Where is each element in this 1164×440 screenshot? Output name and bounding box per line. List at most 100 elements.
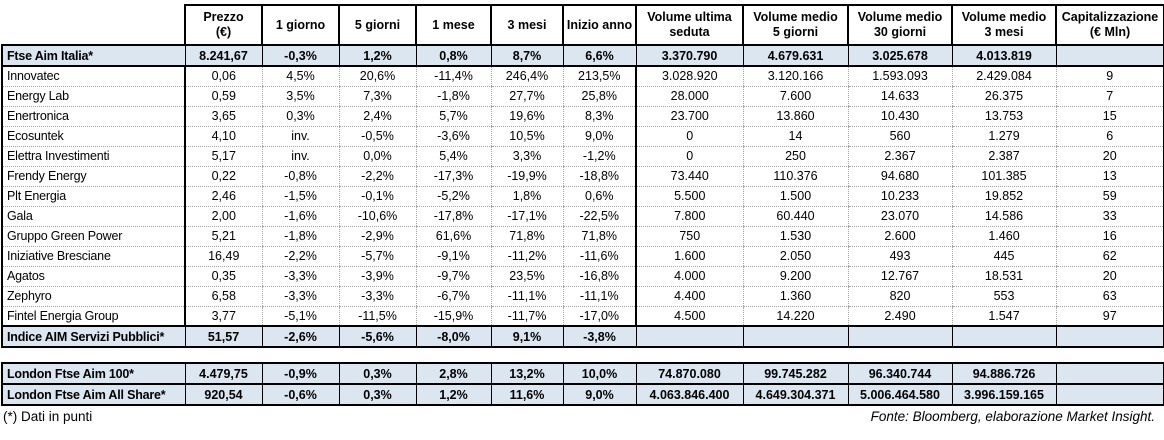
cell-5-giorni: -10,6% <box>338 205 416 227</box>
cell-5-giorni: 2,4% <box>338 105 416 127</box>
cell-5-giorni: -2,9% <box>338 225 416 247</box>
cell-1-mese: -6,7% <box>415 285 491 307</box>
cell-volume-medio-3-mesi: 1.547 <box>951 305 1056 327</box>
table-row: Elettra Investimenti 5,17 inv. 0,0% 5,4% 3,3%… <box>1 145 1164 167</box>
cell-volume-medio-3-mesi: 2.429.084 <box>951 65 1056 87</box>
table-row: Iniziative Bresciane 16,49 -2,2% -5,7% -9,1%… <box>1 245 1164 267</box>
row-label: Elettra Investimenti <box>1 145 185 167</box>
cell-3-mesi: 3,3% <box>490 145 563 167</box>
cell-prezzo: 920,54 <box>184 383 263 406</box>
cell-1-giorno: -2,6% <box>261 325 340 348</box>
cell-volume-medio-5-giorni: 4.679.631 <box>742 44 849 67</box>
cell-1-giorno: -1,8% <box>261 225 339 247</box>
table-row: Frendy Energy 0,22 -0,8% -2,2% -17,3% -19,9% -… <box>1 165 1164 187</box>
cell-volume-ultima-seduta: 1.600 <box>635 245 743 267</box>
cell-volume-medio-5-giorni: 1.500 <box>742 185 848 207</box>
table-row: Energy Lab 0,59 3,5% 7,3% -1,8% 27,7% 25,8% 28.… <box>1 85 1164 107</box>
cell-volume-ultima-seduta: 4.063.846.400 <box>635 383 744 406</box>
cell-prezzo: 5,21 <box>184 225 262 247</box>
cell-volume-ultima-seduta: 3.028.920 <box>635 65 743 87</box>
cell-1-giorno: -0,8% <box>261 165 339 187</box>
cell-5-giorni: -3,3% <box>338 285 416 307</box>
cell-volume-medio-30-giorni: 10.430 <box>847 105 952 127</box>
cell-prezzo: 0,59 <box>184 85 262 107</box>
gap-cell <box>185 347 262 363</box>
column-header-volume-medio-30-giorni: Volume medio 30 giorni <box>847 4 953 46</box>
cell-1-mese: 2,8% <box>415 362 492 385</box>
cell-inizio-anno: 0,6% <box>562 185 636 207</box>
cell-volume-medio-3-mesi <box>951 325 1057 348</box>
cell-1-giorno: -5,1% <box>261 305 339 327</box>
cell-1-mese: 0,8% <box>415 44 492 67</box>
row-label: Innovatec <box>1 65 185 87</box>
column-header-volume-medio-5-giorni: Volume medio 5 giorni <box>742 4 849 46</box>
cell-volume-ultima-seduta: 4.400 <box>635 285 743 307</box>
cell-capitalizzazione: 63 <box>1055 285 1164 307</box>
cell-1-mese: -17,8% <box>415 205 491 227</box>
cell-volume-medio-3-mesi: 1.279 <box>951 125 1056 147</box>
cell-prezzo: 51,57 <box>184 325 263 348</box>
cell-1-giorno: -3,3% <box>261 285 339 307</box>
cell-1-giorno: 4,5% <box>261 65 339 87</box>
cell-1-giorno: -0,3% <box>261 44 340 67</box>
cell-1-mese: -9,1% <box>415 245 491 267</box>
cell-capitalizzazione: 16 <box>1055 225 1164 247</box>
row-label: Gruppo Green Power <box>1 225 185 247</box>
table-row: Innovatec 0,06 4,5% 20,6% -11,4% 246,4% 213,5%… <box>1 65 1164 87</box>
cell-1-mese: -1,8% <box>415 85 491 107</box>
column-header-5-giorni: 5 giorni <box>338 4 417 46</box>
cell-1-mese: -8,0% <box>415 325 492 348</box>
cell-volume-medio-5-giorni: 250 <box>742 145 848 167</box>
cell-3-mesi: 13,2% <box>490 362 564 385</box>
cell-inizio-anno: 25,8% <box>562 85 636 107</box>
cell-5-giorni: -2,2% <box>338 165 416 187</box>
row-label: Fintel Energia Group <box>1 305 185 327</box>
gap-cell <box>563 347 636 363</box>
cell-volume-medio-3-mesi: 1.460 <box>951 225 1056 247</box>
source-note: Fonte: Bloomberg, elaborazione Market In… <box>870 409 1155 424</box>
cell-volume-medio-3-mesi: 2.387 <box>951 145 1056 167</box>
cell-volume-medio-3-mesi: 94.886.726 <box>951 362 1057 385</box>
row-label: Enertronica <box>1 105 185 127</box>
row-label: Iniziative Bresciane <box>1 245 185 267</box>
cell-prezzo: 0,35 <box>184 265 262 287</box>
cell-3-mesi: 8,7% <box>490 44 564 67</box>
cell-volume-medio-5-giorni: 4.649.304.371 <box>742 383 849 406</box>
cell-inizio-anno: 9,0% <box>562 383 637 406</box>
cell-1-giorno: -3,3% <box>261 265 339 287</box>
cell-3-mesi: 10,5% <box>490 125 563 147</box>
cell-3-mesi: 246,4% <box>490 65 563 87</box>
cell-1-giorno: -1,6% <box>261 205 339 227</box>
cell-inizio-anno: 10,0% <box>562 362 637 385</box>
gap-cell <box>262 347 339 363</box>
cell-volume-ultima-seduta: 4.500 <box>635 305 743 327</box>
column-header-1-giorno: 1 giorno <box>261 4 340 46</box>
cell-5-giorni: -5,6% <box>338 325 417 348</box>
table-row: Indice AIM Servizi Pubblici* 51,57 -2,6% -5… <box>1 325 1164 348</box>
cell-1-mese: -5,2% <box>415 185 491 207</box>
cell-inizio-anno: -18,8% <box>562 165 636 187</box>
cell-capitalizzazione: 20 <box>1055 265 1164 287</box>
cell-volume-medio-3-mesi: 26.375 <box>951 85 1056 107</box>
row-label: London Ftse Aim 100* <box>1 362 186 385</box>
cell-volume-medio-30-giorni: 820 <box>847 285 952 307</box>
cell-volume-medio-30-giorni: 2.490 <box>847 305 952 327</box>
cell-volume-medio-3-mesi: 445 <box>951 245 1056 267</box>
column-header-capitalizzazione: Capitalizzazione (€ Mln) <box>1055 4 1164 46</box>
cell-volume-ultima-seduta: 750 <box>635 225 743 247</box>
gap-cell <box>339 347 416 363</box>
cell-inizio-anno: 8,3% <box>562 105 636 127</box>
cell-1-giorno: -0,9% <box>261 362 340 385</box>
table-row: Ftse Aim Italia* 8.241,67 -0,3% 1,2% 0,8% 8,7… <box>1 44 1164 67</box>
cell-volume-ultima-seduta: 73.440 <box>635 165 743 187</box>
cell-prezzo: 3,77 <box>184 305 262 327</box>
cell-volume-ultima-seduta: 7.800 <box>635 205 743 227</box>
cell-inizio-anno: -3,8% <box>562 325 637 348</box>
cell-volume-medio-3-mesi: 4.013.819 <box>951 44 1057 67</box>
cell-5-giorni: -0,5% <box>338 125 416 147</box>
gap-cell <box>1056 347 1164 363</box>
cell-prezzo: 5,17 <box>184 145 262 167</box>
cell-volume-medio-5-giorni: 14 <box>742 125 848 147</box>
cell-5-giorni: -5,7% <box>338 245 416 267</box>
cell-volume-ultima-seduta: 28.000 <box>635 85 743 107</box>
